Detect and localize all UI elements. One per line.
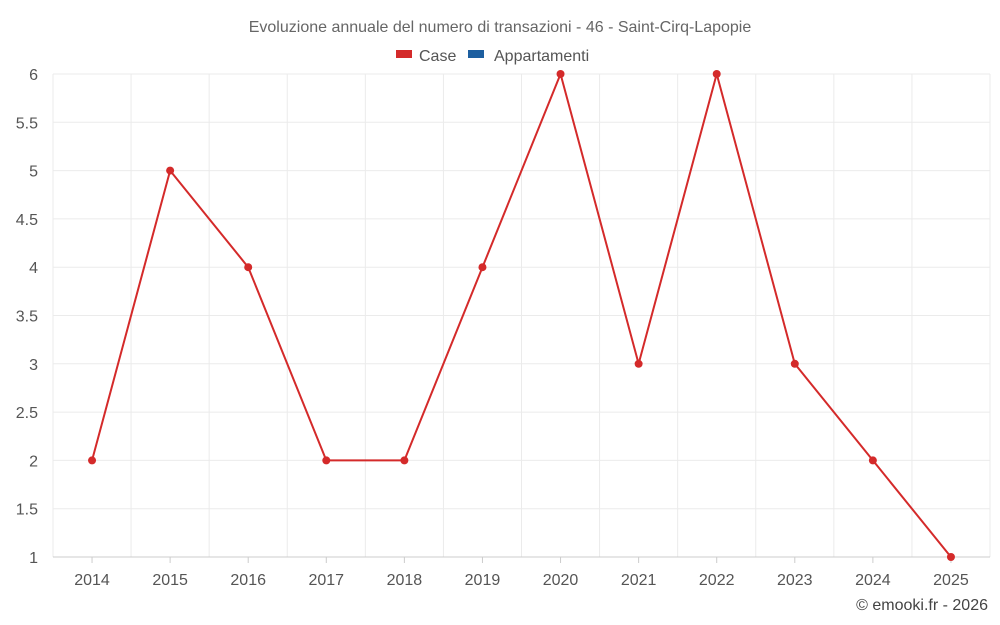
data-point[interactable] [478, 263, 487, 272]
credit-text: © emooki.fr - 2026 [856, 597, 988, 614]
y-tick-label: 1.5 [16, 502, 38, 519]
y-tick-label: 5 [29, 164, 38, 181]
x-tick-label: 2021 [621, 572, 657, 589]
legend-label-appartamenti: Appartamenti [494, 48, 589, 65]
legend-item-appartamenti[interactable]: Appartamenti [468, 48, 589, 65]
x-tick-label: 2016 [230, 572, 266, 589]
y-tick-label: 3 [29, 357, 38, 374]
y-tick-label: 1 [29, 550, 38, 567]
data-point[interactable] [166, 166, 175, 175]
data-point[interactable] [400, 456, 409, 465]
data-point[interactable] [322, 456, 331, 465]
x-tick-label: 2017 [308, 572, 344, 589]
y-tick-label: 3.5 [16, 309, 38, 326]
x-tick-label: 2025 [933, 572, 969, 589]
y-tick-label: 4 [29, 260, 38, 277]
data-point[interactable] [88, 456, 97, 465]
x-tick-label: 2022 [699, 572, 735, 589]
data-point[interactable] [868, 456, 877, 465]
data-point[interactable] [634, 359, 643, 368]
x-tick-label: 2019 [465, 572, 501, 589]
grid [52, 73, 991, 557]
x-tick-label: 2023 [777, 572, 813, 589]
y-tick-label: 2.5 [16, 405, 38, 422]
legend-item-case[interactable]: Case [396, 48, 456, 65]
x-tick-label: 2014 [74, 572, 110, 589]
y-tick-label: 6 [29, 67, 38, 84]
legend-swatch-appartamenti [468, 50, 484, 58]
axes: 1 1.5 2 2.5 3 3.5 4 4.5 5 5.5 6 2014 2015 2016 2017 201… [16, 67, 990, 589]
y-tick-label: 4.5 [16, 212, 38, 229]
x-tick-label: 2020 [543, 572, 579, 589]
data-point[interactable] [244, 263, 253, 272]
legend-label-case: Case [419, 48, 456, 65]
series [88, 70, 955, 561]
chart-title: Evoluzione annuale del numero di transaz… [249, 19, 752, 36]
series-line-case [91, 73, 952, 558]
data-point[interactable] [556, 70, 565, 78]
x-tick-label: 2024 [855, 572, 891, 589]
data-point[interactable] [790, 359, 799, 368]
data-point[interactable] [712, 70, 721, 78]
legend: Case Appartamenti [396, 48, 589, 65]
y-tick-label: 2 [29, 453, 38, 470]
x-tick-label: 2018 [387, 572, 423, 589]
y-tick-label: 5.5 [16, 115, 38, 132]
data-point[interactable] [946, 553, 955, 561]
legend-swatch-case [396, 50, 412, 58]
x-tick-label: 2015 [152, 572, 188, 589]
